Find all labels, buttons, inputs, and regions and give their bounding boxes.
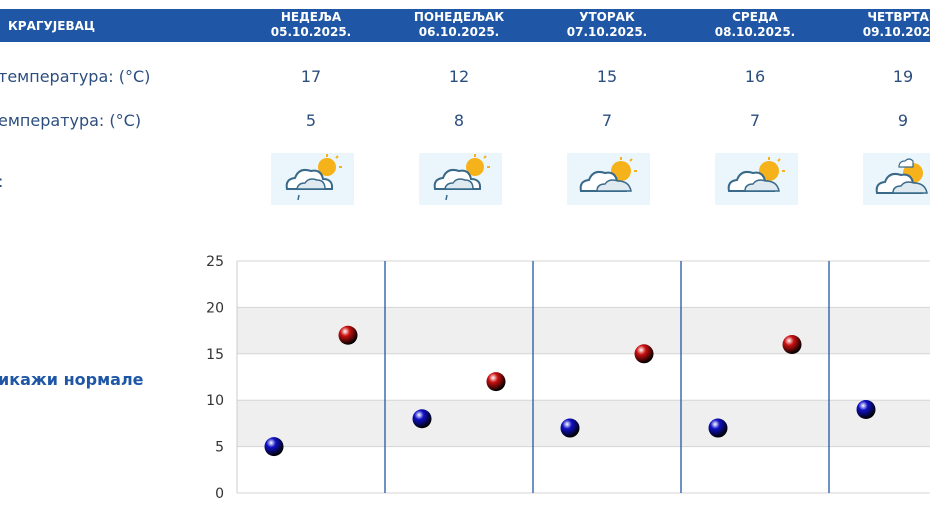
- cloud-sun-icon: [567, 153, 650, 205]
- data-point: [634, 344, 654, 364]
- max-temp-value: 16: [744, 67, 766, 86]
- y-tick-label: 0: [215, 486, 224, 502]
- max-temp-value: 15: [596, 67, 618, 86]
- grid-band: [237, 261, 930, 308]
- min-temp-value: 8: [453, 111, 465, 130]
- data-point: [782, 335, 802, 355]
- temperature-chart: 0 5 10 15 20 25: [206, 254, 930, 502]
- max-temp-label: температура: (°C): [0, 67, 151, 86]
- y-tick-label: 10: [206, 393, 224, 409]
- day-name: УТОРАК: [579, 10, 635, 24]
- data-point: [264, 437, 284, 457]
- day-date: 07.10.2025.: [566, 25, 648, 39]
- cloud-sun-rain-icon: [419, 153, 502, 205]
- cloud-sun-rain-icon: [271, 153, 354, 205]
- day-header: ПОНЕДЕЉАК 06.10.2025.: [389, 10, 529, 40]
- day-header: ЧЕТВРТАК 09.10.2025.: [833, 10, 930, 40]
- max-temp-value: 17: [300, 67, 322, 86]
- city-name: КРАГУЈЕВАЦ: [8, 19, 96, 33]
- max-temp-value: 12: [448, 67, 470, 86]
- icon-row-label: :: [0, 172, 3, 191]
- min-temp-value: 7: [749, 111, 761, 130]
- day-date: 08.10.2025.: [714, 25, 796, 39]
- data-point: [560, 418, 580, 438]
- day-name: СРЕДА: [732, 10, 778, 24]
- y-tick-label: 25: [206, 254, 224, 270]
- y-tick-label: 15: [206, 347, 224, 363]
- min-temp-value: 7: [601, 111, 613, 130]
- data-point: [486, 372, 506, 392]
- day-name: ПОНЕДЕЉАК: [413, 10, 505, 24]
- grid-band: [237, 446, 930, 493]
- forecast-header: КРАГУЈЕВАЦ НЕДЕЉА 05.10.2025. ПОНЕДЕЉАК …: [0, 9, 930, 42]
- day-header: УТОРАК 07.10.2025.: [537, 10, 677, 40]
- data-point: [338, 325, 358, 345]
- y-tick-label: 20: [206, 300, 224, 316]
- data-point: [856, 399, 876, 419]
- day-header: НЕДЕЉА 05.10.2025.: [241, 10, 381, 40]
- min-temp-label: емпература: (°C): [0, 111, 142, 130]
- grid-band: [237, 353, 930, 401]
- grid-band: [237, 400, 930, 447]
- day-header: СРЕДА 08.10.2025.: [685, 10, 825, 40]
- cloud-sun-icon: [715, 153, 798, 205]
- max-temp-value: 19: [892, 67, 914, 86]
- data-point: [412, 409, 432, 429]
- show-normals-link[interactable]: икажи нормале: [0, 370, 144, 389]
- data-point: [708, 418, 728, 438]
- day-name: ЧЕТВРТАК: [867, 10, 930, 24]
- day-date: 09.10.2025.: [862, 25, 930, 39]
- min-temp-value: 9: [897, 111, 909, 130]
- day-name: НЕДЕЉА: [280, 10, 342, 24]
- day-date: 06.10.2025.: [418, 25, 500, 39]
- cloud-sun-icon: [863, 153, 930, 205]
- y-tick-label: 5: [215, 440, 224, 456]
- min-temp-value: 5: [305, 111, 317, 130]
- day-date: 05.10.2025.: [270, 25, 352, 39]
